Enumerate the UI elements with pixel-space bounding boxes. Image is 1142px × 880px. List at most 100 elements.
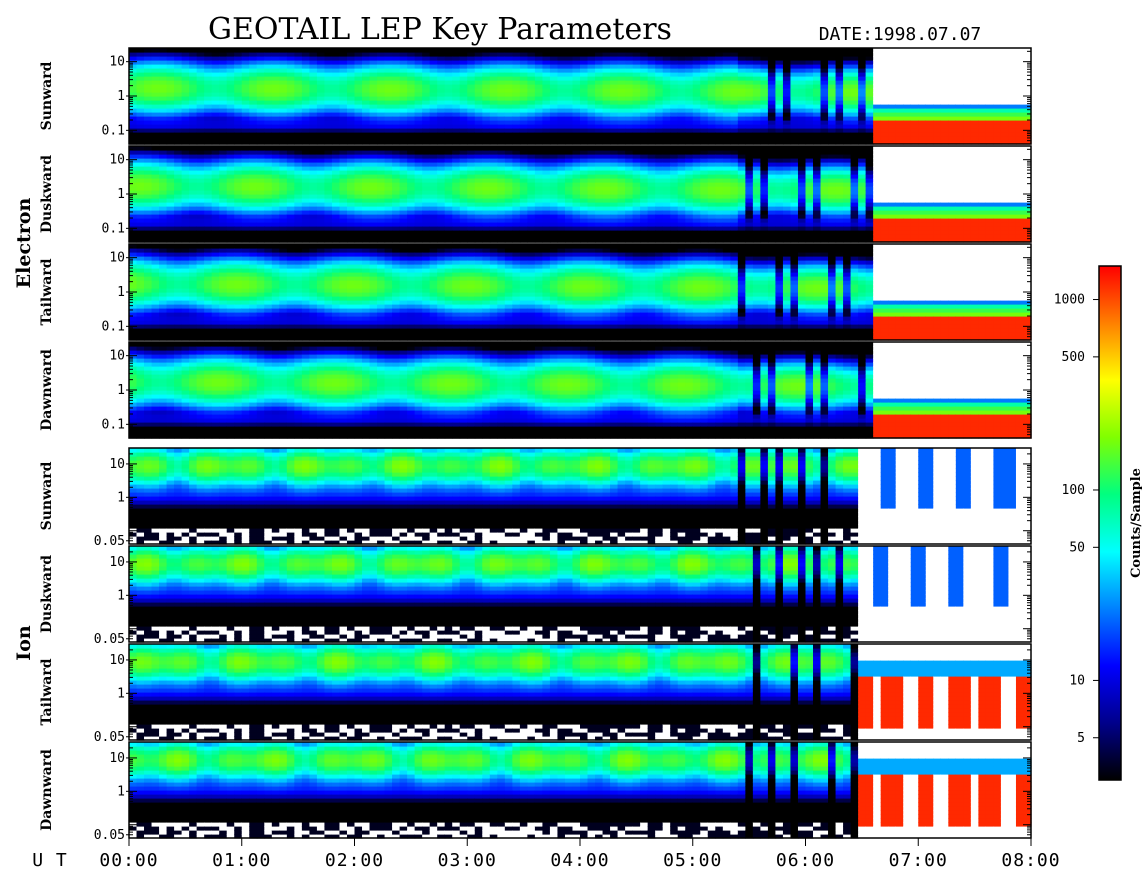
heatmap-cell xyxy=(504,186,513,191)
heatmap-cell xyxy=(512,136,521,141)
heatmap-cell xyxy=(204,146,213,151)
heatmap-cell xyxy=(256,234,265,239)
heatmap-cell xyxy=(670,182,679,187)
heatmap-cell xyxy=(414,60,423,65)
heatmap-cell xyxy=(189,202,198,207)
heatmap-cell xyxy=(580,170,589,175)
heatmap-cell xyxy=(309,190,318,195)
heatmap-cell xyxy=(542,52,551,57)
heatmap-cell xyxy=(519,60,528,65)
heatmap-cell xyxy=(587,214,596,219)
heatmap-cell xyxy=(309,154,318,159)
heatmap-cell xyxy=(474,116,483,121)
heatmap-cell xyxy=(301,124,310,129)
heatmap-cell xyxy=(459,170,468,175)
heatmap-cell xyxy=(948,120,957,125)
heatmap-cell xyxy=(384,100,393,105)
heatmap-cell xyxy=(587,162,596,167)
heatmap-cell xyxy=(647,132,656,137)
heatmap-cell xyxy=(331,56,341,61)
heatmap-cell xyxy=(700,170,709,175)
heatmap-cell xyxy=(512,218,521,223)
heatmap-cell xyxy=(279,64,288,69)
heatmap-cell xyxy=(377,128,386,133)
heatmap-cell xyxy=(219,56,228,61)
heatmap-cell xyxy=(595,170,604,175)
heatmap-cell xyxy=(414,162,423,167)
heatmap-cell xyxy=(136,146,145,151)
heatmap-cell xyxy=(640,158,649,163)
heatmap-cell xyxy=(301,230,310,235)
heatmap-cell xyxy=(174,194,183,199)
heatmap-cell xyxy=(557,56,566,61)
heatmap-cell xyxy=(760,214,769,219)
heatmap-cell xyxy=(1008,104,1017,109)
heatmap-cell xyxy=(903,80,912,85)
heatmap-cell xyxy=(354,120,363,125)
heatmap-cell xyxy=(767,214,777,219)
heatmap-cell xyxy=(294,92,303,97)
heatmap-cell xyxy=(963,100,972,105)
heatmap-cell xyxy=(587,238,596,243)
heatmap-cell xyxy=(264,158,273,163)
heatmap-cell xyxy=(136,190,145,195)
heatmap-cell xyxy=(527,136,536,141)
heatmap-cell xyxy=(384,214,393,219)
heatmap-cell xyxy=(392,68,401,73)
heatmap-cell xyxy=(850,68,859,73)
heatmap-cell xyxy=(549,158,559,163)
heatmap-cell xyxy=(782,100,792,105)
heatmap-cell xyxy=(963,116,972,121)
heatmap-cell xyxy=(377,158,386,163)
heatmap-cell xyxy=(677,166,686,171)
heatmap-cell xyxy=(249,158,258,163)
heatmap-cell xyxy=(407,214,416,219)
heatmap-cell xyxy=(196,218,205,223)
heatmap-cell xyxy=(339,234,348,239)
heatmap-cell xyxy=(144,238,153,243)
heatmap-cell xyxy=(422,170,431,175)
heatmap-cell xyxy=(527,218,536,223)
heatmap-cell xyxy=(159,100,168,105)
heatmap-cell xyxy=(271,112,280,117)
heatmap-cell xyxy=(136,186,145,191)
heatmap-cell xyxy=(707,202,716,207)
heatmap-cell xyxy=(692,194,701,199)
heatmap-cell xyxy=(489,146,498,151)
heatmap-cell xyxy=(737,56,746,61)
heatmap-cell xyxy=(339,124,348,129)
heatmap-cell xyxy=(474,154,483,159)
heatmap-cell xyxy=(580,76,589,81)
heatmap-cell xyxy=(752,154,761,159)
heatmap-cell xyxy=(707,150,716,155)
heatmap-cell xyxy=(662,100,671,105)
heatmap-cell xyxy=(181,210,190,215)
heatmap-cell xyxy=(700,92,709,97)
heatmap-cell xyxy=(595,120,604,125)
heatmap-cell xyxy=(707,158,716,163)
heatmap-cell xyxy=(617,60,626,65)
heatmap-cell xyxy=(790,80,799,85)
heatmap-cell xyxy=(129,108,138,113)
heatmap-cell xyxy=(159,170,168,175)
heatmap-cell xyxy=(640,174,649,179)
heatmap-cell xyxy=(331,222,341,227)
heatmap-cell xyxy=(181,170,190,175)
heatmap-cell xyxy=(534,80,544,85)
heatmap-cell xyxy=(1008,72,1017,77)
heatmap-cell xyxy=(760,170,769,175)
heatmap-cell xyxy=(557,194,566,199)
heatmap-cell xyxy=(985,68,995,73)
heatmap-cell xyxy=(204,136,213,141)
heatmap-cell xyxy=(294,214,303,219)
heatmap-cell xyxy=(429,108,438,113)
heatmap-cell xyxy=(580,178,589,183)
heatmap-cell xyxy=(677,230,686,235)
heatmap-cell xyxy=(519,96,528,101)
heatmap-cell xyxy=(820,136,829,141)
heatmap-cell xyxy=(610,56,619,61)
heatmap-cell xyxy=(331,120,341,125)
heatmap-cell xyxy=(459,56,468,61)
heatmap-cell xyxy=(211,60,220,65)
heatmap-cell xyxy=(489,234,498,239)
